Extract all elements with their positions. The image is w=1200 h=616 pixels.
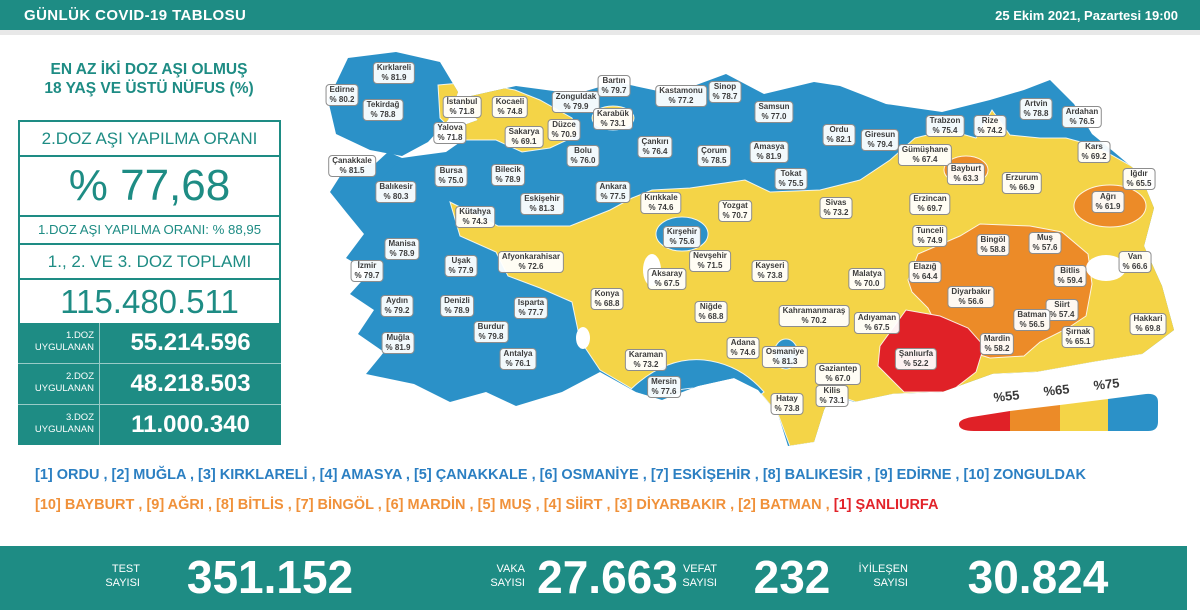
table-row: 1.DOZ UYGULANAN 55.214.596 — [18, 323, 281, 364]
footer-stats-bar: TEST SAYISI 351.152 VAKA SAYISI 27.663 V… — [0, 546, 1187, 610]
legend-segment-orange — [1010, 405, 1060, 431]
ranked-province: [4] AMASYA — [319, 467, 402, 483]
turkey-map-svg: %55 %65 %75 — [328, 52, 1174, 446]
turkey-map: %55 %65 %75 — [300, 40, 1200, 460]
ranked-province: [4] SİİRT — [543, 497, 603, 513]
ranked-province: [5] MUŞ — [477, 497, 532, 513]
total-doses-label: 1., 2. VE 3. DOZ TOPLAMI — [20, 243, 279, 278]
lake-tuz — [643, 254, 661, 286]
dose-row-label: 3.DOZ — [66, 412, 94, 423]
test-count-value: 351.152 — [186, 551, 354, 603]
dose-row-value: 48.218.503 — [130, 370, 251, 397]
legend: %55 %65 %75 — [958, 375, 1158, 431]
region-osmaniye — [773, 338, 799, 370]
region-bayburt — [943, 155, 989, 185]
vaccination-stat-box: 2.DOZ AŞI YAPILMA ORANI % 77,68 1.DOZ AŞ… — [18, 120, 281, 326]
dose-row-label: UYGULANAN — [34, 424, 94, 435]
page-title: GÜNLÜK COVID-19 TABLOSU — [24, 6, 247, 24]
death-count-value: 232 — [753, 551, 831, 603]
ranked-province: [1] ORDU — [35, 467, 100, 483]
ranked-province: [6] MARDİN — [385, 497, 466, 513]
region-karabuk — [591, 105, 635, 131]
ranked-province: [10] ZONGULDAK — [963, 467, 1086, 483]
legend-label-65: %65 — [1043, 381, 1070, 399]
ranked-province: [7] ESKİŞEHİR — [650, 467, 751, 483]
dose-row-label: 1.DOZ — [66, 330, 94, 341]
ranked-province: [3] DİYARBAKIR — [614, 497, 727, 513]
table-row: 3.DOZ UYGULANAN 11.000.340 — [18, 405, 281, 445]
lake-van — [1086, 255, 1126, 281]
legend-segment-red — [958, 411, 1010, 431]
lake-beysehir — [576, 327, 590, 349]
total-doses-value: 115.480.511 — [20, 278, 279, 324]
legend-label-55: %55 — [993, 387, 1020, 405]
dose-row-label: UYGULANAN — [34, 342, 94, 353]
dose-row-label: 2.DOZ — [66, 371, 94, 382]
ranked-province: [10] BAYBURT — [35, 497, 135, 513]
region-agri — [1073, 184, 1147, 228]
ranked-province: [6] OSMANİYE — [539, 467, 639, 483]
panel-heading-line2: 18 YAŞ VE ÜSTÜ NÜFUS (%) — [44, 80, 254, 97]
ranked-province: [1] ŞANLIURFA — [833, 497, 939, 513]
second-dose-value: % 77,68 — [20, 155, 279, 215]
ranking-worst-provinces: [10] BAYBURT , [9] AĞRI , [8] BİTLİS , [… — [35, 497, 939, 513]
legend-segment-yellow — [1060, 399, 1108, 431]
ranked-province: [2] MUĞLA — [111, 467, 186, 483]
ranked-province: [9] AĞRI — [146, 497, 204, 513]
dose-row-value: 11.000.340 — [131, 411, 250, 438]
divider — [0, 30, 1200, 35]
ranked-province: [5] ÇANAKKALE — [413, 467, 528, 483]
case-count-label: VAKA — [496, 563, 525, 575]
legend-label-75: %75 — [1093, 375, 1120, 393]
ranked-province: [7] BİNGÖL — [295, 497, 374, 513]
test-count-label: TEST — [111, 563, 140, 575]
table-row: 2.DOZ UYGULANAN 48.218.503 — [18, 364, 281, 405]
dose-table: 1.DOZ UYGULANAN 55.214.596 2.DOZ UYGULAN… — [18, 323, 281, 445]
ranked-province: [3] KIRKLARELİ — [198, 467, 308, 483]
top-bar: GÜNLÜK COVID-19 TABLOSU 25 Ekim 2021, Pa… — [0, 0, 1200, 30]
recovered-count-value: 30.824 — [967, 551, 1109, 603]
legend-segment-blue — [1108, 393, 1158, 431]
ranked-province: [2] BATMAN — [738, 497, 822, 513]
panel-heading-line1: EN AZ İKİ DOZ AŞI OLMUŞ — [50, 61, 248, 78]
dose-row-value: 55.214.596 — [130, 329, 251, 356]
recovered-count-label: İYİLEŞEN — [858, 563, 908, 575]
report-date: 25 Ekim 2021, Pazartesi 19:00 — [995, 7, 1178, 23]
region-kirsehir — [655, 216, 709, 252]
ranked-province: [9] EDİRNE — [874, 467, 952, 483]
dose-row-label: UYGULANAN — [34, 383, 94, 394]
panel-heading: EN AZ İKİ DOZ AŞI OLMUŞ 18 YAŞ VE ÜSTÜ N… — [10, 60, 288, 98]
ranked-province: [8] BALIKESİR — [762, 467, 863, 483]
ranking-best-provinces: [1] ORDU , [2] MUĞLA , [3] KIRKLARELİ , … — [35, 467, 1086, 483]
second-dose-label: 2.DOZ AŞI YAPILMA ORANI — [41, 129, 258, 148]
first-dose-line: 1.DOZ AŞI YAPILMA ORANI: % 88,95 — [20, 215, 279, 243]
case-count-value: 27.663 — [537, 551, 678, 603]
death-count-label: VEFAT — [682, 563, 717, 575]
ranked-province: [8] BİTLİS — [216, 497, 284, 513]
